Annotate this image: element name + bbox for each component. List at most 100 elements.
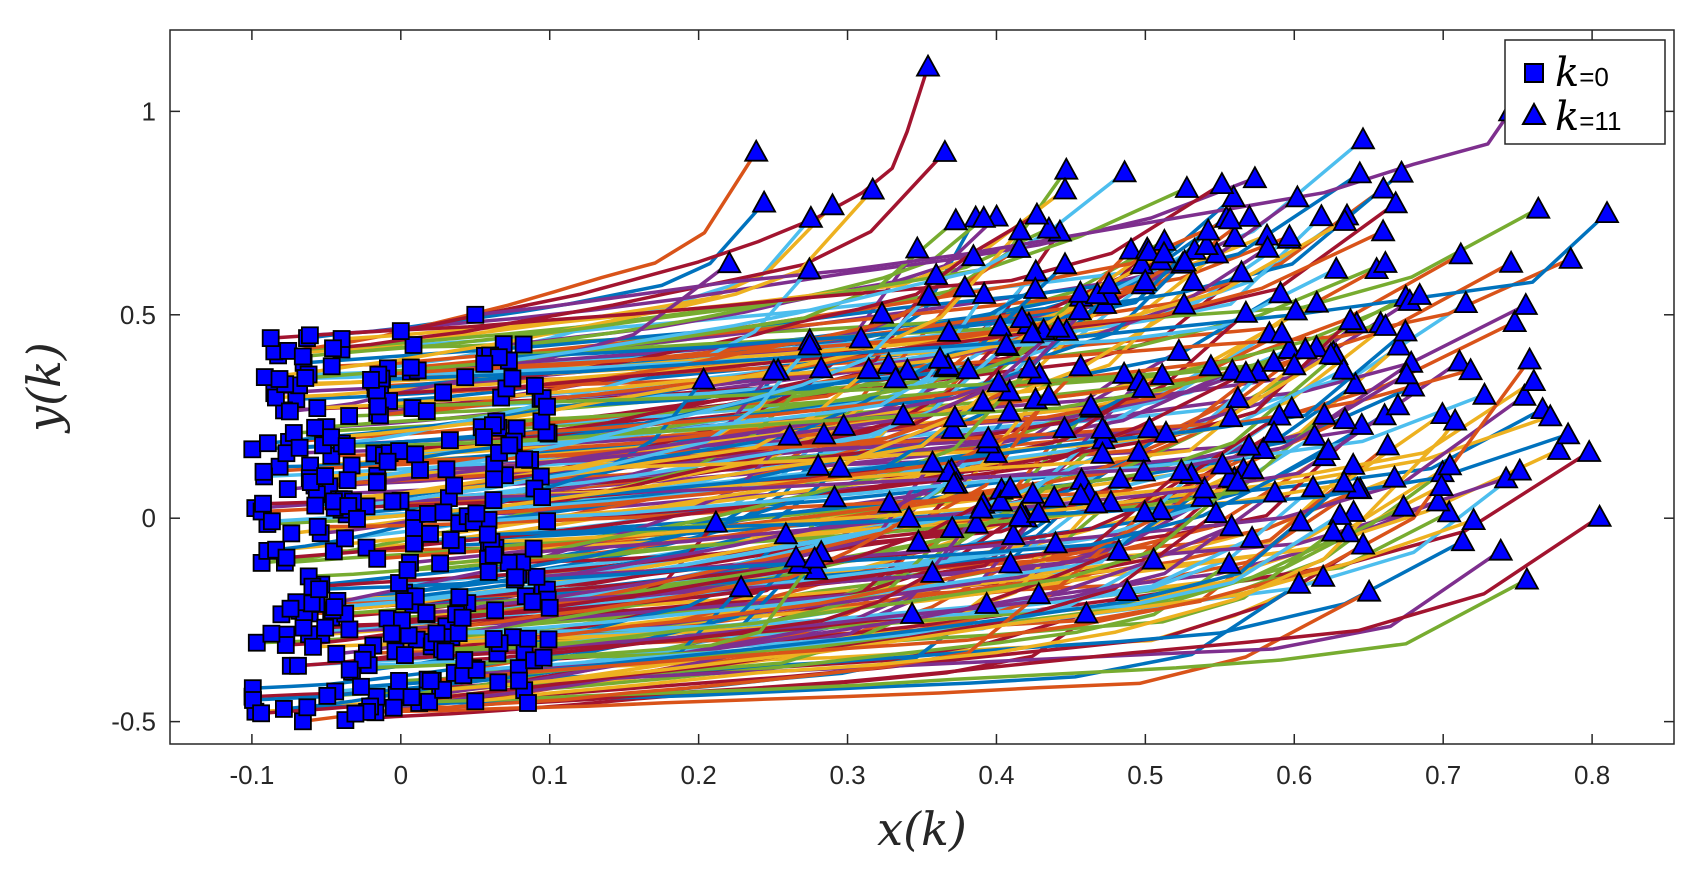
legend: k=0 k=11 bbox=[1504, 39, 1666, 145]
start-marker bbox=[500, 436, 519, 455]
end-marker bbox=[1320, 518, 1346, 542]
end-marker bbox=[986, 369, 1012, 393]
end-marker bbox=[1052, 251, 1078, 275]
start-marker bbox=[281, 599, 300, 618]
start-marker bbox=[322, 428, 341, 447]
start-marker bbox=[294, 618, 313, 637]
end-marker bbox=[1132, 499, 1158, 523]
start-marker bbox=[510, 671, 528, 690]
start-marker bbox=[436, 642, 455, 661]
end-marker bbox=[728, 574, 754, 598]
start-marker bbox=[467, 504, 486, 523]
end-markers-k11 bbox=[691, 53, 1620, 624]
start-marker bbox=[391, 322, 410, 341]
start-marker bbox=[353, 650, 372, 669]
start-marker bbox=[289, 656, 307, 675]
end-marker bbox=[869, 300, 895, 324]
end-marker bbox=[916, 282, 942, 306]
end-marker bbox=[848, 325, 874, 349]
start-marker bbox=[336, 529, 354, 548]
end-marker bbox=[773, 521, 799, 545]
start-marker bbox=[304, 637, 322, 656]
end-marker bbox=[1067, 297, 1093, 321]
start-marker bbox=[243, 440, 262, 459]
start-marker bbox=[538, 512, 556, 531]
start-marker bbox=[384, 698, 403, 717]
end-marker bbox=[997, 475, 1023, 498]
end-marker bbox=[1219, 357, 1245, 381]
end-marker bbox=[1446, 348, 1473, 372]
end-marker bbox=[1511, 382, 1537, 406]
end-marker bbox=[1262, 479, 1288, 503]
end-marker bbox=[1276, 336, 1302, 359]
x-tick-label: 0.7 bbox=[1425, 760, 1461, 790]
start-marker bbox=[404, 336, 423, 354]
start-marker bbox=[527, 567, 546, 586]
start-marker bbox=[474, 428, 493, 447]
start-marker bbox=[368, 397, 387, 416]
end-marker bbox=[1036, 215, 1062, 239]
x-tick-label: 0.1 bbox=[532, 760, 568, 790]
start-marker bbox=[293, 347, 312, 366]
start-marker bbox=[278, 480, 297, 499]
start-marker bbox=[324, 339, 342, 358]
end-marker bbox=[1450, 528, 1476, 552]
end-marker bbox=[1016, 355, 1042, 379]
end-marker bbox=[1242, 165, 1268, 189]
end-marker bbox=[1392, 318, 1418, 342]
start-marker bbox=[306, 496, 325, 515]
start-marker bbox=[247, 633, 266, 652]
end-marker bbox=[1129, 251, 1155, 275]
end-marker bbox=[993, 331, 1019, 355]
end-marker bbox=[1141, 546, 1167, 570]
legend-triangle-icon bbox=[1521, 101, 1547, 125]
end-marker bbox=[1007, 217, 1033, 241]
start-marker bbox=[337, 437, 356, 456]
end-marker bbox=[691, 366, 717, 390]
start-marker bbox=[456, 368, 475, 387]
y-tick-label: -0.5 bbox=[111, 707, 156, 737]
end-marker bbox=[1281, 352, 1307, 376]
end-marker bbox=[751, 189, 777, 213]
end-marker bbox=[1078, 392, 1104, 416]
start-marker bbox=[395, 592, 414, 610]
end-marker bbox=[1558, 246, 1584, 269]
trajectory-line bbox=[325, 486, 1012, 630]
start-marker bbox=[421, 672, 440, 690]
end-marker bbox=[1453, 290, 1479, 314]
start-marker bbox=[533, 488, 551, 507]
end-marker bbox=[1239, 456, 1265, 480]
start-marker bbox=[255, 368, 274, 387]
end-marker bbox=[1507, 457, 1533, 481]
end-marker bbox=[1218, 404, 1244, 428]
y-axis-ticks: -0.5 0 0.5 1 bbox=[111, 96, 1674, 737]
start-marker bbox=[340, 407, 359, 425]
start-marker bbox=[252, 704, 271, 723]
end-marker bbox=[1471, 381, 1498, 405]
end-marker bbox=[1098, 489, 1124, 512]
end-marker bbox=[1036, 382, 1062, 406]
start-marker bbox=[486, 601, 505, 620]
start-marker bbox=[254, 462, 273, 481]
start-marker bbox=[417, 402, 436, 421]
end-marker bbox=[797, 332, 823, 356]
start-marker bbox=[262, 624, 281, 643]
end-marker bbox=[1236, 204, 1262, 227]
end-marker bbox=[1067, 279, 1093, 303]
end-marker bbox=[1341, 499, 1367, 522]
end-marker bbox=[1209, 171, 1235, 195]
end-marker bbox=[1130, 375, 1157, 398]
end-marker bbox=[1132, 268, 1158, 291]
start-marker bbox=[515, 450, 534, 469]
end-marker bbox=[974, 591, 1000, 614]
start-marker bbox=[340, 620, 359, 639]
start-marker bbox=[300, 326, 319, 345]
end-marker bbox=[1310, 563, 1336, 587]
start-marker bbox=[310, 580, 329, 599]
legend-k0-value: =0 bbox=[1579, 62, 1609, 92]
end-marker bbox=[1043, 530, 1069, 554]
start-marker bbox=[539, 630, 558, 649]
start-marker bbox=[484, 630, 503, 648]
end-marker bbox=[1442, 407, 1468, 431]
